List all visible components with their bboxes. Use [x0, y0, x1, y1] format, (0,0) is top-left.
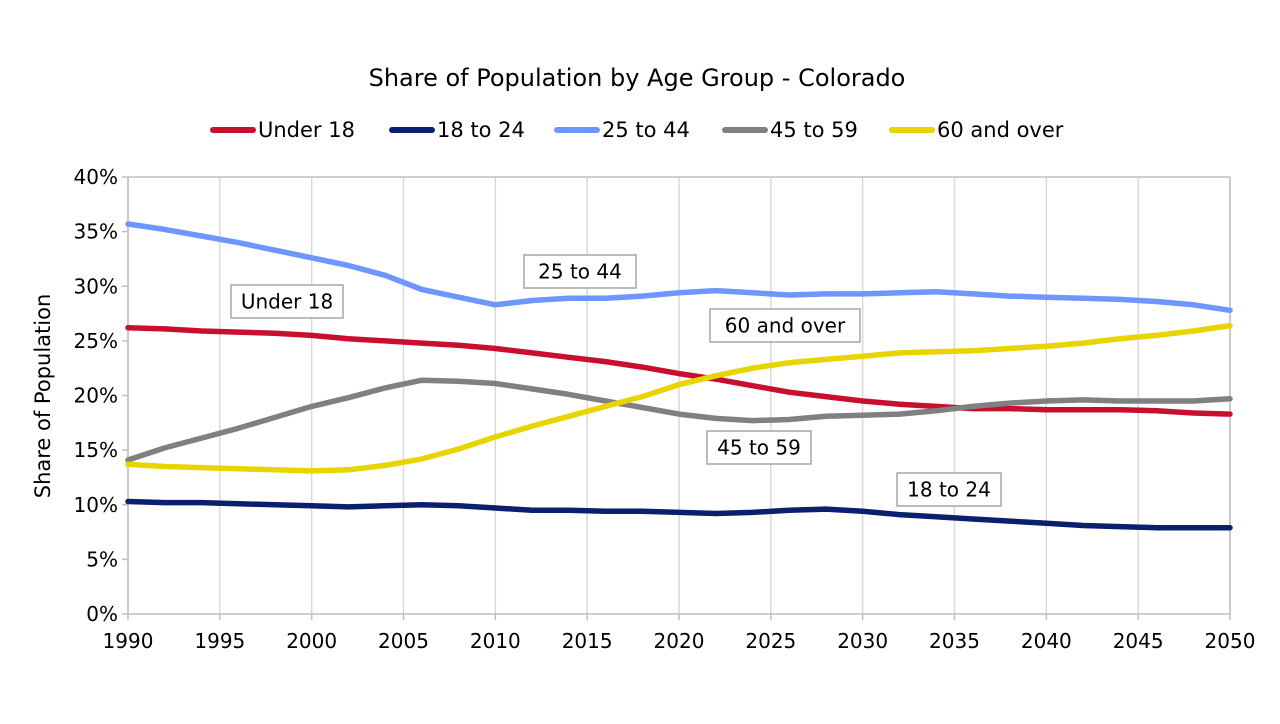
legend-label-60-and-over: 60 and over	[937, 118, 1064, 142]
annotation-box-60-and-over	[709, 308, 861, 343]
y-tick-label: 35%	[74, 220, 118, 244]
annotation-box-45-to-59	[706, 430, 812, 465]
annotation-label-45-to-59: 45 to 59	[717, 436, 801, 460]
y-tick-label: 30%	[74, 274, 118, 298]
series-line-under-18	[125, 325, 1233, 417]
x-tick-label: 2045	[1113, 629, 1164, 653]
legend-label-under-18: Under 18	[258, 118, 355, 142]
annotations: Under 18 25 to 44 60 and over 45 to 59 18 to…	[230, 254, 1002, 507]
chart-title: Share of Population by Age Group - Color…	[369, 64, 906, 92]
y-tick-label: 20%	[74, 384, 118, 408]
annotation-label-18-to-24: 18 to 24	[907, 478, 991, 502]
y-tick-label: 15%	[74, 438, 118, 462]
x-tick-label: 2005	[378, 629, 429, 653]
series-line-45-to-59	[125, 377, 1233, 463]
x-tick-label: 2040	[1021, 629, 1072, 653]
y-tick-label: 10%	[74, 493, 118, 517]
x-tick-label: 2050	[1205, 629, 1256, 653]
legend-label-45-to-59: 45 to 59	[770, 118, 858, 142]
x-tick-label: 2035	[929, 629, 980, 653]
legend-label-25-to-44: 25 to 44	[602, 118, 690, 142]
y-axis-ticks: 0% 5% 10% 15% 20% 25% 30% 35% 40%	[74, 165, 128, 626]
annotation-label-25-to-44: 25 to 44	[538, 260, 622, 284]
legend-label-18-to-24: 18 to 24	[437, 118, 525, 142]
y-tick-label: 5%	[86, 547, 118, 571]
x-tick-label: 2030	[837, 629, 888, 653]
series-line-18-to-24	[125, 498, 1233, 531]
x-tick-label: 1995	[194, 629, 245, 653]
x-tick-label: 1990	[103, 629, 154, 653]
series-line-25-to-44	[125, 221, 1233, 314]
y-tick-label: 40%	[74, 165, 118, 189]
y-tick-label: 0%	[86, 602, 118, 626]
annotation-label-under-18: Under 18	[241, 290, 333, 314]
x-tick-label: 2020	[654, 629, 705, 653]
gridlines	[127, 177, 1231, 614]
annotation-label-60-and-over: 60 and over	[725, 314, 846, 338]
x-tick-label: 2025	[745, 629, 796, 653]
y-tick-label: 25%	[74, 329, 118, 353]
y-axis-label: Share of Population	[31, 294, 55, 499]
series-lines	[125, 221, 1233, 531]
series-line-60-and-over	[125, 322, 1233, 474]
x-axis-ticks: 1990 1995 2000 2005 2010 2015 2020 2025 2030 2035…	[103, 614, 1256, 653]
x-tick-label: 2000	[286, 629, 337, 653]
legend: Under 18 18 to 24 25 to 44 45 to 59 60 and o…	[210, 118, 1064, 142]
x-tick-label: 2015	[562, 629, 613, 653]
x-tick-label: 2010	[470, 629, 521, 653]
annotation-box-under-18	[230, 284, 344, 319]
annotation-box-25-to-44	[523, 254, 637, 289]
annotation-box-18-to-24	[896, 472, 1002, 507]
